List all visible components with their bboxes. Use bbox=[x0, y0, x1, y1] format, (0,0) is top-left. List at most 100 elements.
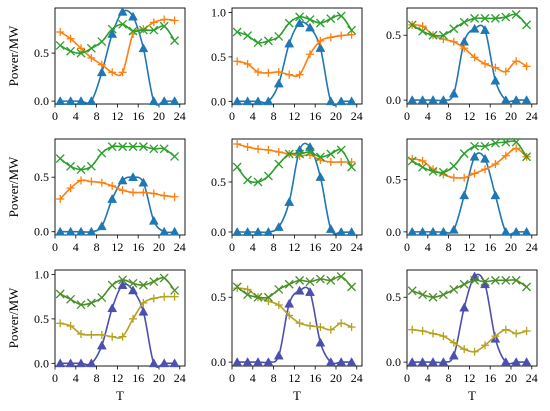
x-marker bbox=[97, 37, 107, 47]
subplot-4: 0 4 8 12 16 20 24 0.0 0.5 Power/MW bbox=[6, 138, 186, 254]
x-tick-label: 16 bbox=[309, 109, 321, 123]
triangle-marker bbox=[117, 175, 128, 185]
x-tick-label: 4 bbox=[425, 371, 431, 385]
plus-marker bbox=[337, 319, 346, 328]
series-line-triangle bbox=[412, 24, 527, 103]
plus-marker bbox=[118, 186, 127, 195]
triangle-marker bbox=[55, 226, 66, 236]
triangle-marker bbox=[96, 67, 107, 77]
x-marker bbox=[149, 144, 159, 154]
x-marker bbox=[326, 14, 336, 24]
x-marker bbox=[480, 141, 490, 151]
series-line-triangle bbox=[237, 286, 352, 365]
x-marker bbox=[138, 142, 148, 152]
triangle-marker bbox=[469, 271, 480, 281]
series-line-triangle bbox=[412, 152, 527, 236]
x-marker bbox=[170, 151, 180, 161]
triangle-marker bbox=[438, 95, 449, 104]
subplot-7: 0 4 8 12 16 20 24 0.0 0.5 1.0 Power/MW T bbox=[6, 267, 186, 403]
plus-marker bbox=[285, 311, 294, 320]
y-tick-label: 0.0 bbox=[34, 356, 49, 370]
triangle-marker bbox=[315, 171, 326, 181]
plus-marker bbox=[470, 347, 479, 356]
plus-marker bbox=[295, 70, 304, 79]
triangle-marker bbox=[86, 358, 97, 368]
triangle-marker bbox=[305, 22, 315, 32]
y-tick-label: 0.0 bbox=[386, 225, 401, 239]
axes-frame bbox=[231, 269, 363, 367]
triangle-marker bbox=[65, 96, 76, 105]
triangle-marker bbox=[86, 96, 97, 105]
triangle-marker bbox=[407, 226, 418, 236]
x-tick-label: 16 bbox=[484, 240, 496, 254]
plus-marker bbox=[264, 146, 273, 154]
triangle-marker bbox=[242, 96, 253, 106]
triangle-marker bbox=[159, 96, 170, 105]
triangle-marker bbox=[500, 95, 511, 104]
plus-marker bbox=[243, 143, 252, 151]
x-tick-label: 8 bbox=[94, 371, 100, 385]
x-marker bbox=[511, 10, 521, 19]
triangle-marker bbox=[407, 357, 418, 366]
plus-marker bbox=[449, 173, 458, 182]
x-marker bbox=[315, 152, 325, 162]
triangle-marker bbox=[315, 337, 326, 347]
plus-marker bbox=[481, 165, 489, 174]
x-tick-label: 12 bbox=[463, 240, 475, 254]
triangle-marker bbox=[253, 226, 263, 236]
x-marker bbox=[438, 290, 448, 300]
x-tick-label: 16 bbox=[309, 371, 321, 385]
triangle-marker bbox=[148, 96, 159, 105]
x-tick-label: 0 bbox=[229, 109, 235, 123]
plus-marker bbox=[449, 338, 458, 347]
plus-marker bbox=[160, 15, 169, 24]
triangle-marker bbox=[521, 357, 532, 366]
x-marker bbox=[86, 161, 96, 171]
x-marker bbox=[149, 277, 159, 287]
x-marker bbox=[295, 275, 305, 285]
plus-marker bbox=[306, 321, 314, 330]
series-line-triangle bbox=[237, 21, 352, 107]
triangle-marker bbox=[117, 280, 128, 289]
triangle-marker bbox=[500, 226, 511, 236]
triangle-marker bbox=[242, 226, 253, 236]
x-axis-label: T bbox=[468, 388, 476, 403]
x-marker bbox=[243, 31, 253, 41]
x-marker bbox=[274, 159, 284, 169]
x-marker bbox=[232, 162, 242, 172]
x-marker bbox=[128, 26, 138, 36]
triangle-marker bbox=[128, 11, 138, 21]
x-tick-label: 24 bbox=[526, 109, 538, 123]
triangle-marker bbox=[86, 226, 97, 236]
x-marker bbox=[263, 292, 273, 302]
x-marker bbox=[274, 31, 284, 41]
x-marker bbox=[138, 25, 148, 35]
plus-marker bbox=[470, 53, 479, 62]
triangle-marker bbox=[263, 226, 274, 236]
x-marker bbox=[253, 292, 263, 302]
x-marker bbox=[118, 275, 128, 285]
x-marker bbox=[263, 171, 273, 181]
triangle-marker bbox=[294, 18, 305, 27]
x-marker bbox=[336, 11, 346, 21]
plus-marker bbox=[449, 37, 458, 46]
axes-frame bbox=[54, 138, 186, 236]
x-marker bbox=[490, 138, 500, 148]
plus-marker bbox=[418, 156, 427, 165]
x-marker bbox=[522, 282, 532, 292]
x-marker bbox=[86, 43, 96, 53]
subplot-1: 0 4 8 12 16 20 24 0.0 0.5 Power/MW bbox=[6, 6, 186, 123]
triangle-marker bbox=[138, 177, 149, 187]
plus-marker bbox=[408, 325, 417, 334]
y-axis-label: Power/MW bbox=[6, 25, 21, 86]
triangle-marker bbox=[511, 95, 522, 104]
x-marker bbox=[347, 282, 357, 292]
x-marker bbox=[284, 149, 294, 159]
y-tick-label: 0.5 bbox=[386, 28, 401, 42]
triangle-marker bbox=[107, 28, 118, 38]
triangle-marker bbox=[490, 75, 501, 85]
x-marker bbox=[107, 24, 117, 34]
triangle-marker bbox=[65, 226, 76, 236]
x-marker bbox=[459, 279, 469, 289]
x-marker bbox=[118, 142, 128, 152]
